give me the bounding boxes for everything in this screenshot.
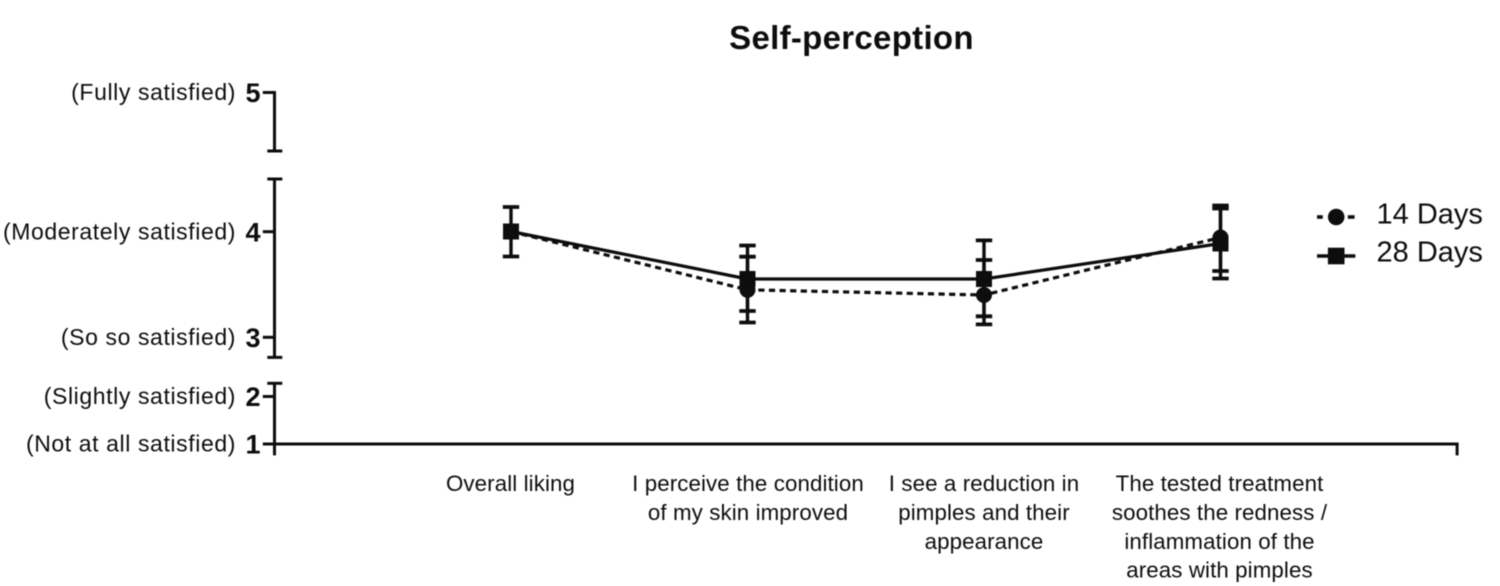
- svg-text:5: 5: [245, 78, 260, 108]
- svg-text:inflammation of the: inflammation of the: [1124, 529, 1314, 554]
- svg-text:I perceive the condition: I perceive the condition: [632, 471, 864, 496]
- svg-text:areas with pimples: areas with pimples: [1126, 558, 1312, 583]
- svg-text:28 Days: 28 Days: [1377, 237, 1483, 269]
- svg-text:of my skin improved: of my skin improved: [648, 500, 848, 525]
- svg-text:3: 3: [245, 323, 260, 353]
- svg-text:soothes the redness /: soothes the redness /: [1112, 500, 1328, 525]
- svg-text:(Fully satisfied): (Fully satisfied): [71, 79, 236, 105]
- svg-text:1: 1: [245, 430, 260, 460]
- svg-text:Self-perception: Self-perception: [729, 19, 974, 56]
- svg-text:appearance: appearance: [925, 529, 1044, 554]
- svg-text:Overall liking: Overall liking: [446, 471, 575, 496]
- svg-text:(Moderately satisfied): (Moderately satisfied): [3, 218, 236, 244]
- svg-text:pimples and their: pimples and their: [898, 500, 1070, 525]
- svg-text:(Not at all satisfied): (Not at all satisfied): [26, 431, 236, 457]
- svg-text:(So so satisfied): (So so satisfied): [61, 324, 236, 350]
- svg-text:The tested treatment: The tested treatment: [1116, 471, 1324, 496]
- svg-text:(Slightly satisfied): (Slightly satisfied): [44, 383, 236, 409]
- svg-text:4: 4: [245, 217, 260, 247]
- svg-text:2: 2: [245, 382, 260, 412]
- svg-text:I see a reduction in: I see a reduction in: [889, 471, 1079, 496]
- svg-text:14 Days: 14 Days: [1377, 198, 1483, 230]
